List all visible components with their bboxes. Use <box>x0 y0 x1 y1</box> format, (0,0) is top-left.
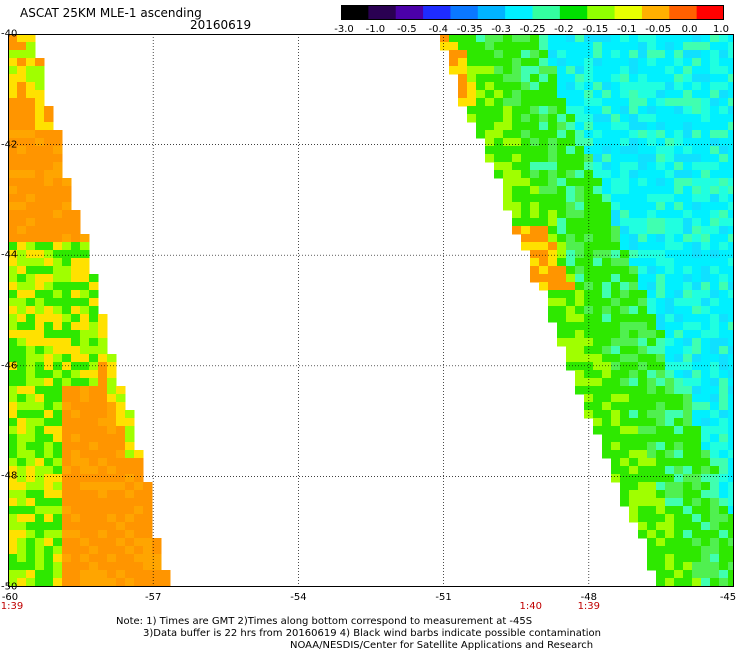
colorbar-segment <box>505 5 533 20</box>
colorbar-tick-label: -1.0 <box>365 24 386 35</box>
colorbar-segment <box>368 5 397 20</box>
colorbar-tick-label: -0.25 <box>519 24 546 35</box>
colorbar-segment <box>423 5 451 20</box>
note-line-2: 3)Data buffer is 22 hrs from 20160619 4)… <box>143 628 601 639</box>
scatterometer-cells <box>8 34 734 587</box>
colorbar-segment <box>587 5 616 20</box>
colorbar <box>341 5 724 20</box>
longitude-label: -51 <box>435 592 452 603</box>
colorbar-tick-label: -3.0 <box>334 24 354 35</box>
note-line-3: NOAA/NESDIS/Center for Satellite Applica… <box>290 640 594 651</box>
colorbar-segment <box>559 5 588 20</box>
latitude-label: -46 <box>1 360 18 372</box>
map-plot <box>8 34 734 587</box>
latitude-label: -44 <box>1 249 18 261</box>
colorbar-tick-label: -0.4 <box>428 24 449 35</box>
colorbar-tick-label: -0.5 <box>397 24 417 35</box>
colorbar-tick-label: -0.35 <box>456 24 483 35</box>
longitude-label: -45 <box>719 592 737 603</box>
colorbar-segment <box>641 5 670 20</box>
time-label: 1:39 <box>0 601 24 612</box>
latitude-label: -48 <box>1 470 18 482</box>
time-label: 1:39 <box>577 601 601 612</box>
map-date: 20160619 <box>190 18 252 32</box>
colorbar-segment <box>341 5 369 20</box>
latitude-label: -50 <box>1 581 18 593</box>
colorbar-tick-label: -0.05 <box>645 24 672 35</box>
colorbar-segment <box>450 5 479 20</box>
colorbar-tick-label: -0.15 <box>582 24 609 35</box>
colorbar-segment <box>696 5 724 20</box>
longitude-label: -60 <box>1 592 19 603</box>
longitude-label: -48 <box>580 592 597 603</box>
colorbar-segment <box>614 5 643 20</box>
latitude-label: -42 <box>1 139 18 151</box>
map-title: ASCAT 25KM MLE-1 ascending <box>20 6 202 20</box>
colorbar-tick-label: 1.0 <box>713 24 729 35</box>
colorbar-segment <box>395 5 424 20</box>
colorbar-segment <box>532 5 561 20</box>
latitude-label: -40 <box>1 28 18 40</box>
colorbar-tick-label: -0.3 <box>491 24 511 35</box>
colorbar-tick-label: -0.2 <box>554 24 574 35</box>
map-frame <box>8 34 734 587</box>
colorbar-segment <box>669 5 698 20</box>
colorbar-segment <box>477 5 506 20</box>
note-line-1: Note: 1) Times are GMT 2)Times along bot… <box>116 616 533 627</box>
time-label: 1:40 <box>519 601 542 612</box>
longitude-label: -57 <box>145 592 162 603</box>
colorbar-tick-label: 0.0 <box>681 24 698 35</box>
longitude-label: -54 <box>290 592 307 603</box>
colorbar-tick-label: -0.1 <box>616 24 637 35</box>
